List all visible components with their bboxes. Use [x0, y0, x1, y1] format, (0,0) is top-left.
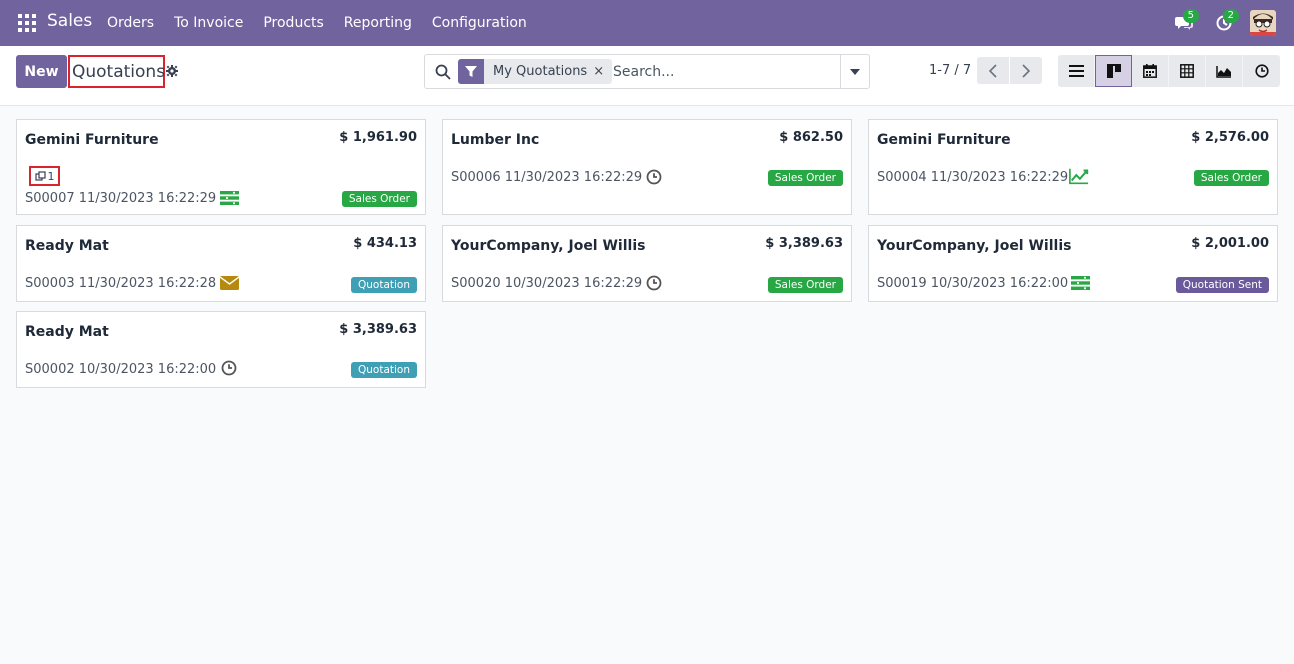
new-button[interactable]: New — [16, 55, 67, 88]
card-reference: S00007 11/30/2023 16:22:29 — [25, 191, 217, 206]
page-title: Quotations — [68, 55, 165, 88]
card-reference: S00002 10/30/2023 16:22:00 — [25, 362, 217, 377]
status-badge: Sales Order — [767, 277, 843, 293]
kanban-card[interactable]: Gemini Furniture $ 1,961.90 1 S00007 11/… — [16, 119, 426, 215]
filter-icon — [458, 59, 484, 84]
area-chart-icon — [1216, 65, 1231, 78]
card-customer: Gemini Furniture — [25, 132, 159, 148]
menu-item-reporting[interactable]: Reporting — [343, 15, 412, 31]
search-input[interactable] — [613, 59, 838, 84]
attachment-count: 1 — [47, 169, 55, 183]
search-facet-my-quotations: My Quotations × — [458, 59, 613, 84]
card-customer: Ready Mat — [25, 238, 109, 254]
caret-down-icon — [850, 68, 860, 75]
activities-button[interactable]: 2 — [1204, 8, 1244, 38]
card-amount: $ 3,389.63 — [765, 236, 843, 251]
card-amount: $ 434.13 — [353, 236, 417, 251]
paperclip-icon — [34, 171, 46, 181]
status-badge: Quotation — [350, 362, 417, 378]
status-badge: Sales Order — [1193, 170, 1269, 186]
card-reference: S00004 11/30/2023 16:22:29 — [877, 170, 1069, 185]
menu-item-orders[interactable]: Orders — [107, 15, 155, 31]
clock-icon — [1254, 64, 1269, 78]
activities-count-badge: 2 — [1222, 9, 1239, 23]
facet-label: My Quotations — [493, 64, 588, 79]
status-badge: Quotation — [350, 277, 417, 293]
calendar-view-icon — [1143, 64, 1157, 78]
chart-activity-icon[interactable] — [1069, 168, 1089, 185]
list-activity-icon[interactable] — [219, 190, 239, 206]
activity-view-button[interactable] — [1243, 55, 1280, 87]
user-avatar[interactable] — [1250, 10, 1276, 36]
envelope-icon[interactable] — [219, 275, 239, 291]
attachment-counter[interactable]: 1 — [29, 166, 60, 186]
card-amount: $ 862.50 — [779, 130, 843, 145]
pager-previous-button[interactable] — [977, 57, 1009, 84]
graph-view-button[interactable] — [1206, 55, 1243, 87]
pager-next-button[interactable] — [1010, 57, 1042, 84]
chevron-right-icon — [1022, 63, 1030, 78]
facet-remove-button[interactable]: × — [593, 64, 605, 79]
kanban-card[interactable]: Ready Mat $ 434.13 S00003 11/30/2023 16:… — [16, 225, 426, 302]
pivot-view-icon — [1180, 64, 1194, 78]
main-menu: Orders To Invoice Products Reporting Con… — [97, 0, 537, 46]
kanban-view-icon — [1106, 64, 1121, 78]
pivot-view-button[interactable] — [1169, 55, 1206, 87]
pager-value[interactable]: 1-7 / 7 — [929, 63, 972, 78]
kanban-card[interactable]: Ready Mat $ 3,389.63 S00002 10/30/2023 1… — [16, 311, 426, 388]
card-reference: S00020 10/30/2023 16:22:29 — [451, 276, 643, 291]
status-badge: Sales Order — [767, 170, 843, 186]
card-customer: Gemini Furniture — [877, 132, 1011, 148]
card-amount: $ 3,389.63 — [339, 322, 417, 337]
search-bar: My Quotations × — [424, 54, 870, 89]
card-amount: $ 1,961.90 — [339, 130, 417, 145]
search-options-toggle[interactable] — [840, 55, 869, 88]
kanban-card[interactable]: YourCompany, Joel Willis $ 3,389.63 S000… — [442, 225, 852, 302]
view-switcher — [1058, 55, 1280, 87]
kanban-view-button[interactable] — [1095, 55, 1132, 87]
card-reference: S00006 11/30/2023 16:22:29 — [451, 170, 643, 185]
card-customer: Ready Mat — [25, 324, 109, 340]
app-brand[interactable]: Sales — [47, 11, 93, 31]
card-customer: Lumber Inc — [451, 132, 540, 148]
messages-count-badge: 5 — [1182, 9, 1199, 23]
top-navbar: Sales Orders To Invoice Products Reporti… — [0, 0, 1294, 46]
clock-icon[interactable] — [219, 360, 239, 376]
clock-icon[interactable] — [644, 169, 664, 185]
menu-item-to-invoice[interactable]: To Invoice — [174, 15, 244, 31]
kanban-card[interactable]: YourCompany, Joel Willis $ 2,001.00 S000… — [868, 225, 1278, 302]
card-amount: $ 2,576.00 — [1191, 130, 1269, 145]
status-badge: Sales Order — [341, 191, 417, 207]
calendar-view-button[interactable] — [1132, 55, 1169, 87]
card-amount: $ 2,001.00 — [1191, 236, 1269, 251]
systray: 5 2 — [1164, 8, 1276, 38]
menu-item-configuration[interactable]: Configuration — [431, 15, 527, 31]
clock-icon[interactable] — [644, 275, 664, 291]
gear-icon[interactable] — [166, 65, 178, 77]
control-panel: New Quotations My Quotations × 1-7 / 7 — [0, 46, 1294, 106]
card-reference: S00003 11/30/2023 16:22:28 — [25, 276, 217, 291]
messaging-button[interactable]: 5 — [1164, 8, 1204, 38]
kanban-card[interactable]: Gemini Furniture $ 2,576.00 S00004 11/30… — [868, 119, 1278, 215]
card-reference: S00019 10/30/2023 16:22:00 — [877, 276, 1069, 291]
list-activity-icon[interactable] — [1070, 275, 1090, 291]
search-icon[interactable] — [435, 64, 451, 80]
list-view-button[interactable] — [1058, 55, 1095, 87]
card-customer: YourCompany, Joel Willis — [877, 238, 1072, 254]
chevron-left-icon — [989, 63, 997, 78]
kanban-card[interactable]: Lumber Inc $ 862.50 S00006 11/30/2023 16… — [442, 119, 852, 215]
status-badge: Quotation Sent — [1175, 277, 1269, 293]
menu-item-products[interactable]: Products — [263, 15, 324, 31]
card-customer: YourCompany, Joel Willis — [451, 238, 646, 254]
list-view-icon — [1068, 65, 1084, 77]
apps-menu-icon[interactable] — [18, 14, 36, 32]
